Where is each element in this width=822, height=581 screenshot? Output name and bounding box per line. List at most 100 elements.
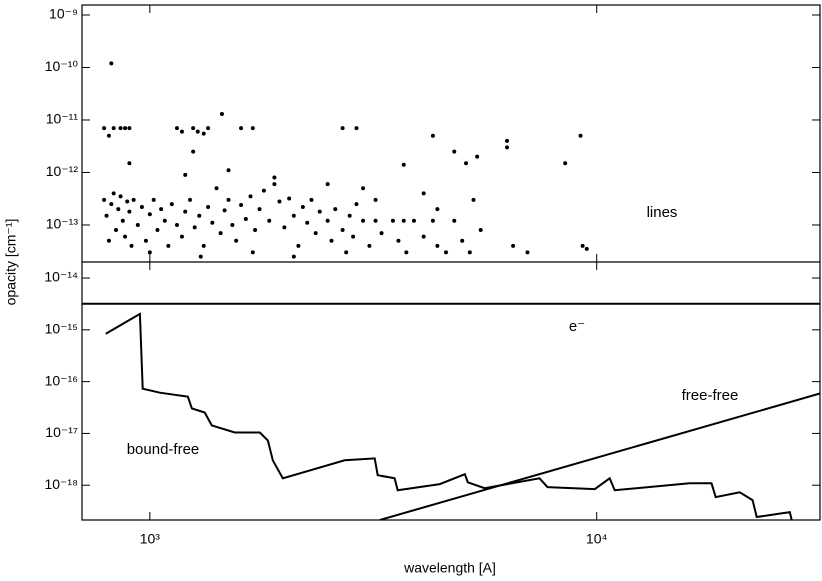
data-point	[563, 161, 568, 166]
data-point	[195, 129, 200, 134]
data-point	[218, 231, 223, 236]
data-point	[471, 197, 476, 202]
data-point	[151, 197, 156, 202]
data-point	[361, 186, 366, 191]
panel	[102, 61, 589, 259]
data-point	[296, 243, 301, 248]
data-point	[525, 250, 530, 255]
data-point	[234, 238, 239, 243]
data-point	[277, 199, 282, 204]
data-point	[214, 186, 219, 191]
data-point	[109, 202, 114, 207]
data-point	[191, 126, 196, 131]
data-point	[123, 126, 128, 131]
data-point	[155, 228, 160, 233]
data-point	[475, 154, 480, 159]
data-point	[291, 213, 296, 218]
data-point	[111, 126, 116, 131]
data-point	[309, 197, 314, 202]
data-point	[272, 182, 277, 187]
data-point	[174, 126, 179, 131]
data-point	[131, 197, 136, 202]
data-point	[396, 238, 401, 243]
data-point	[248, 194, 253, 199]
data-point	[159, 207, 164, 212]
data-point	[467, 250, 472, 255]
x-axis-label: wavelength [A]	[403, 560, 496, 576]
annotation: lines	[647, 204, 678, 221]
data-line	[379, 392, 820, 520]
data-point	[435, 207, 440, 212]
data-point	[118, 126, 123, 131]
data-point	[325, 182, 330, 187]
data-point	[166, 243, 171, 248]
data-point	[452, 218, 457, 223]
data-point	[329, 238, 334, 243]
y-axis-label: opacity [cm⁻¹]	[3, 219, 19, 306]
data-point	[226, 168, 231, 173]
x-tick-label: 10⁴	[586, 531, 608, 547]
data-point	[435, 243, 440, 248]
data-point	[239, 203, 244, 208]
data-point	[143, 238, 148, 243]
data-point	[169, 202, 174, 207]
y-tick-label: 10⁻¹⁵	[45, 321, 78, 337]
data-point	[147, 212, 152, 217]
data-point	[114, 228, 119, 233]
data-point	[201, 131, 206, 136]
data-point	[421, 234, 426, 239]
data-point	[162, 218, 167, 223]
y-tick-label: 10⁻¹⁸	[44, 476, 78, 492]
data-point	[390, 218, 395, 223]
data-point	[317, 209, 322, 214]
data-point	[106, 133, 111, 138]
data-point	[188, 197, 193, 202]
data-point	[179, 129, 184, 134]
data-point	[147, 250, 152, 255]
data-point	[373, 218, 378, 223]
data-point	[102, 197, 107, 202]
data-point	[354, 202, 359, 207]
data-point	[404, 250, 409, 255]
data-point	[580, 243, 585, 248]
y-tick-label: 10⁻¹²	[46, 163, 79, 179]
data-point	[192, 225, 197, 230]
data-point	[305, 220, 310, 225]
data-point	[201, 243, 206, 248]
data-point	[460, 238, 465, 243]
data-point	[239, 126, 244, 131]
data-point	[351, 234, 356, 239]
data-point	[379, 231, 384, 236]
data-point	[421, 191, 426, 196]
data-point	[430, 218, 435, 223]
x-tick-label: 10³	[140, 531, 161, 547]
data-point	[257, 207, 262, 212]
y-tick-label: 10⁻¹⁰	[45, 58, 79, 74]
data-point	[106, 238, 111, 243]
data-point	[210, 220, 215, 225]
data-point	[118, 194, 123, 199]
data-point	[179, 234, 184, 239]
data-point	[253, 228, 258, 233]
data-point	[267, 218, 272, 223]
data-point	[354, 126, 359, 131]
y-tick-label: 10⁻¹⁴	[44, 269, 78, 285]
data-point	[291, 254, 296, 259]
annotation: free-free	[682, 387, 739, 404]
data-point	[250, 250, 255, 255]
data-point	[125, 199, 130, 204]
data-point	[102, 126, 107, 131]
data-point	[183, 209, 188, 214]
data-point	[219, 111, 224, 116]
data-point	[139, 204, 144, 209]
data-point	[452, 149, 457, 154]
y-tick-label: 10⁻⁹	[49, 6, 78, 22]
data-point	[300, 204, 305, 209]
data-point	[243, 216, 248, 221]
data-point	[444, 250, 449, 255]
data-point	[127, 126, 132, 131]
data-point	[174, 222, 179, 227]
data-point	[344, 250, 349, 255]
data-point	[206, 204, 211, 209]
data-point	[411, 218, 416, 223]
